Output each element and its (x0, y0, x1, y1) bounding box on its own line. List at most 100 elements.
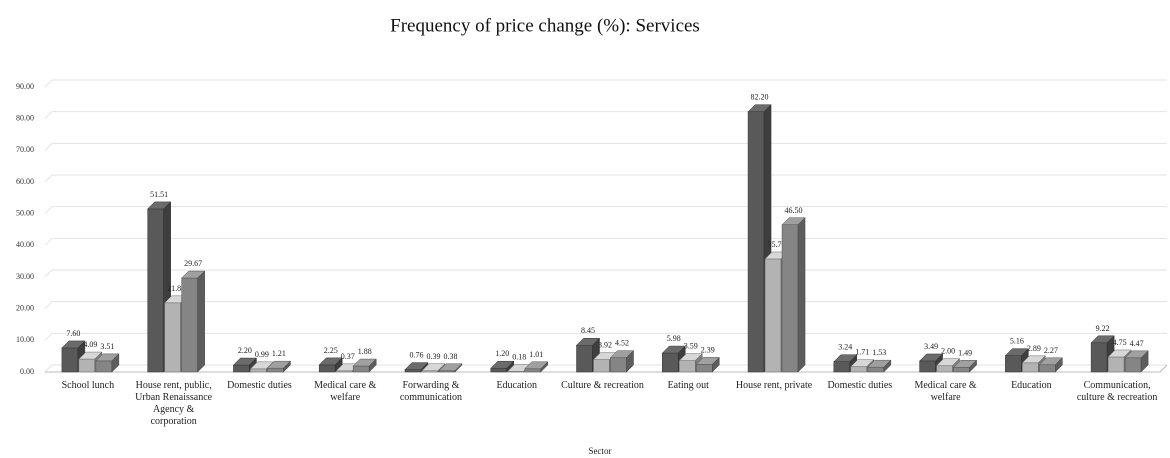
bar (490, 360, 515, 373)
value-label: 46.50 (785, 206, 803, 215)
bar-front (164, 302, 181, 373)
y-tick-label: 90.00 (16, 82, 34, 91)
bar-side (883, 359, 892, 373)
value-label: 3.51 (100, 342, 114, 351)
grid-line (44, 206, 1167, 215)
bar (404, 361, 429, 373)
bar-front (61, 347, 79, 373)
bar (952, 359, 978, 373)
y-tick-label: 80.00 (16, 113, 34, 122)
bar-side (969, 359, 977, 373)
value-label: 0.99 (255, 350, 269, 359)
bar-side (454, 363, 463, 373)
bar-front (490, 367, 507, 373)
bar-front (576, 344, 593, 373)
value-label: 1.49 (958, 348, 972, 357)
value-label: 82.20 (751, 93, 769, 102)
bar (833, 354, 858, 373)
grid-line (44, 269, 1167, 278)
x-tick-label: Medical care & welfare (314, 380, 377, 403)
bar-front (747, 111, 765, 373)
chart-title: Frequency of price change (%): Services (390, 15, 700, 36)
bar-front (867, 366, 885, 373)
bar (78, 351, 103, 373)
value-label: 2.89 (1027, 344, 1041, 353)
bar (266, 360, 292, 373)
value-label: 2.39 (701, 345, 715, 354)
bar-front (233, 364, 250, 373)
value-label: 0.18 (512, 352, 526, 361)
bar (181, 270, 206, 373)
x-tick-label: Domestic duties (227, 380, 292, 391)
bar-front (936, 365, 953, 373)
bar-front (764, 258, 782, 373)
bar-side (283, 360, 291, 373)
y-tick-label: 10.00 (16, 335, 34, 344)
value-label: 0.76 (409, 351, 423, 360)
grid-line (44, 79, 1167, 88)
value-label: 2.27 (1044, 346, 1058, 355)
y-tick-label: 50.00 (16, 208, 34, 217)
bar (95, 353, 120, 373)
bar-front (318, 364, 336, 373)
bar-side (111, 353, 120, 373)
bar (781, 217, 806, 373)
bar-front (833, 361, 851, 373)
bar-front (781, 224, 799, 373)
bar-side (368, 358, 377, 373)
y-tick-label: 40.00 (16, 240, 34, 249)
bar (524, 361, 549, 373)
bar (438, 363, 463, 373)
bar-side (1055, 357, 1063, 373)
value-label: 2.00 (941, 347, 955, 356)
value-label: 5.16 (1010, 337, 1024, 346)
x-tick-label: House rent, private (735, 380, 813, 391)
value-label: 0.37 (341, 352, 355, 361)
bar-side (197, 270, 205, 373)
x-tick-label: Medical care & welfare (914, 380, 977, 403)
bar-side (1140, 350, 1149, 373)
bar (867, 359, 892, 373)
bar (747, 104, 772, 373)
bar-front (696, 364, 713, 373)
value-label: 5.98 (667, 334, 681, 343)
x-tick-label: Eating out (667, 380, 709, 391)
x-axis-title: Sector (589, 446, 612, 456)
bar-side (626, 350, 634, 373)
value-label: 2.25 (324, 346, 338, 355)
value-label: 1.88 (358, 347, 372, 356)
grid-line (44, 301, 1167, 310)
bar-front (679, 360, 696, 373)
x-tick-label: Education (496, 380, 537, 391)
bar-side (712, 356, 720, 373)
bar-front (78, 358, 96, 373)
y-tick-label: 30.00 (16, 272, 34, 281)
bar-front (1039, 364, 1056, 373)
grid-line (44, 111, 1167, 120)
value-label: 2.20 (238, 346, 252, 355)
bar-front (593, 359, 610, 373)
y-tick-label: 0.00 (20, 367, 34, 376)
x-tick-label: Education (1011, 380, 1052, 391)
grid-line (44, 142, 1167, 151)
value-label: 3.59 (684, 342, 698, 351)
y-tick-label: 70.00 (16, 145, 34, 154)
bar-front (662, 352, 679, 373)
y-tick-label: 20.00 (16, 303, 34, 312)
bar-front (95, 360, 113, 373)
value-label: 1.21 (272, 349, 286, 358)
bar-front (610, 357, 627, 373)
x-tick-label: House rent, public, Urban Renaissance Ag… (135, 380, 213, 427)
bar-side (506, 360, 514, 373)
value-label: 29.67 (184, 259, 202, 268)
bar-front (404, 369, 422, 373)
value-label: 1.20 (495, 349, 509, 358)
value-label: 3.24 (838, 343, 852, 352)
grid-line (44, 332, 1167, 341)
value-label: 3.92 (598, 341, 612, 350)
value-label: 21.84 (167, 284, 185, 293)
bar (352, 358, 377, 373)
value-label: 0.38 (443, 352, 457, 361)
bar-front (919, 360, 936, 373)
